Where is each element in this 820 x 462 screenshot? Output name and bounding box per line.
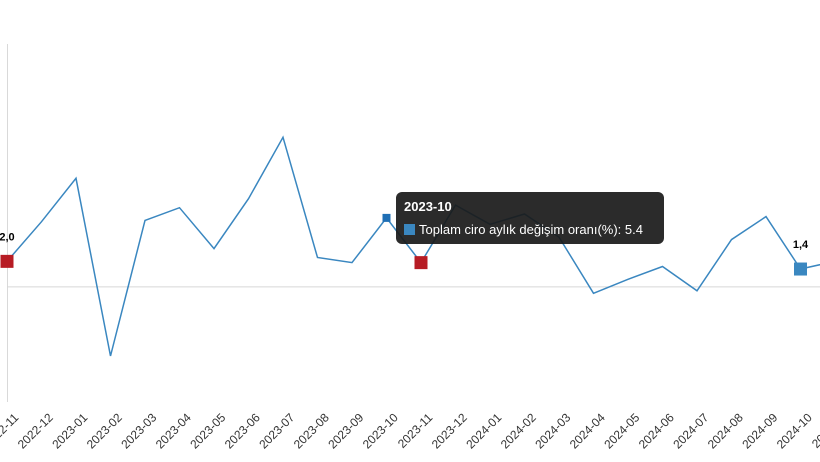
x-tick-layer: 2022-112022-122023-012023-022023-032023-… xyxy=(0,410,820,451)
series-line xyxy=(6,135,820,357)
x-tick-label: 2024-10 xyxy=(774,410,815,451)
x-tick-label: 2024-06 xyxy=(636,410,677,451)
tooltip-row: Toplam ciro aylık değişim oranı(%): 5.4 xyxy=(404,222,656,237)
chart-tooltip: 2023-10 Toplam ciro aylık değişim oranı(… xyxy=(396,192,664,244)
x-tick-label: 2022-12 xyxy=(15,410,56,451)
x-tick-label: 2023-11 xyxy=(395,410,436,451)
x-tick-label: 2024-03 xyxy=(532,410,573,451)
x-tick-label: 2023-04 xyxy=(153,410,194,451)
series-layer xyxy=(6,135,820,357)
x-tick-label: 2023-02 xyxy=(84,410,125,451)
tooltip-title: 2023-10 xyxy=(404,199,452,214)
hovered-point-marker[interactable] xyxy=(382,213,391,222)
x-tick-label: 2024-05 xyxy=(601,410,642,451)
tooltip-text: Toplam ciro aylık değişim oranı(%): 5.4 xyxy=(419,222,643,237)
x-tick-label: 2023-12 xyxy=(429,410,470,451)
data-label: 1,4 xyxy=(793,239,809,251)
x-tick-label: 2023-09 xyxy=(325,410,366,451)
x-tick-label: 2023-08 xyxy=(291,410,332,451)
x-tick-label: 2024-09 xyxy=(739,410,780,451)
x-tick-label: 2024-08 xyxy=(705,410,746,451)
highlight-marker[interactable] xyxy=(794,262,807,276)
x-tick-label: 2024-01 xyxy=(463,410,504,451)
x-tick-label: 2023-07 xyxy=(256,410,297,451)
x-tick-label: 2024-07 xyxy=(670,410,711,451)
x-tick-label: 2023-01 xyxy=(49,410,90,451)
highlight-marker[interactable] xyxy=(414,256,428,270)
x-tick-label: 2023-10 xyxy=(360,410,401,451)
x-tick-label: 2023-06 xyxy=(222,410,263,451)
tooltip-series-swatch xyxy=(404,224,415,235)
x-tick-label: 2023-03 xyxy=(118,410,159,451)
x-tick-label: 2024-04 xyxy=(567,410,608,451)
highlight-marker[interactable] xyxy=(0,254,14,268)
x-tick-label: 2023-05 xyxy=(187,410,228,451)
marker-layer xyxy=(0,213,807,276)
data-label: 2,0 xyxy=(0,231,15,243)
data-label-layer: 2,0 1,4 xyxy=(0,231,809,251)
x-tick-label: 2024-02 xyxy=(498,410,539,451)
